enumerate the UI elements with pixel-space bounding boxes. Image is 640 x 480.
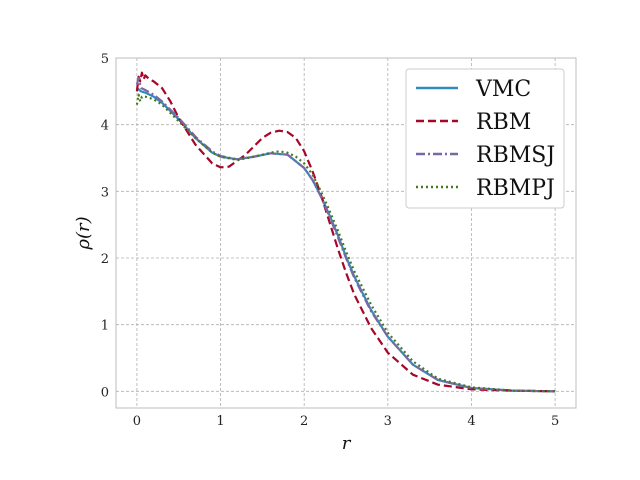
y-tick-label: 0 (101, 385, 109, 400)
legend-box (405, 68, 565, 209)
legend-label: RBM (476, 110, 531, 135)
x-tick-label: 3 (384, 414, 392, 429)
ticks: 0 1 2 3 4 5 0 1 2 3 4 5 (101, 52, 560, 429)
legend: VMC RBM RBMSJ RBMPJ (405, 68, 565, 209)
y-tick-label: 5 (101, 52, 109, 67)
series-line-rbm (135, 71, 556, 393)
legend-label: VMC (475, 77, 531, 102)
y-tick-label: 1 (101, 319, 109, 334)
x-tick-label: 2 (300, 414, 308, 429)
y-axis-label: ρ(r) (73, 216, 94, 250)
series-lines (135, 71, 556, 393)
x-tick-label: 1 (216, 414, 224, 429)
y-tick-label: 3 (101, 185, 109, 200)
x-tick-label: 0 (133, 414, 141, 429)
x-tick-label: 4 (467, 414, 475, 429)
series-line-rbmpj (135, 93, 556, 393)
axes-frame (115, 57, 577, 409)
legend-label: RBMPJ (476, 176, 555, 201)
y-tick-label: 2 (101, 252, 109, 267)
x-axis-label: r (342, 433, 352, 454)
y-tick-label: 4 (101, 119, 109, 134)
series-line-rbmsj (135, 76, 556, 393)
legend-label: RBMSJ (476, 143, 555, 168)
x-tick-label: 5 (551, 414, 559, 429)
